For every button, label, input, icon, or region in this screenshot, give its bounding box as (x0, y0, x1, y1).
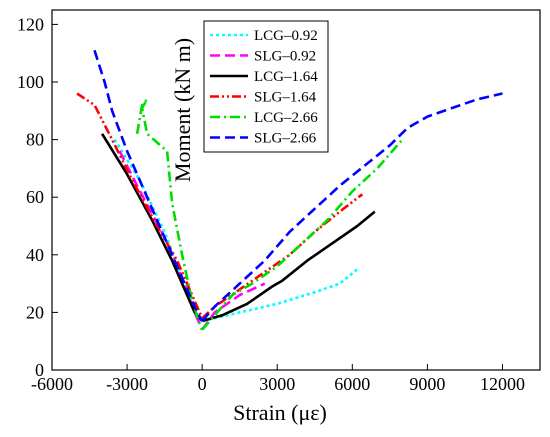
y-tick-label: 100 (17, 72, 44, 92)
series-line (201, 282, 266, 331)
plot-frame (51, 9, 541, 371)
legend-box (203, 20, 329, 153)
y-tick-label: 60 (26, 187, 44, 207)
x-tick-label: 0 (198, 374, 207, 394)
y-tick-label: 120 (17, 14, 44, 34)
y-tick-label: 40 (26, 245, 44, 265)
series-line (201, 193, 364, 320)
x-tick-label: 12000 (480, 374, 525, 394)
x-tick-label: -6000 (31, 374, 73, 394)
legend-label: SLG–2.66 (254, 131, 317, 147)
series-line (201, 210, 376, 323)
x-tick-label: 6000 (334, 374, 370, 394)
series-slg-2.66 (93, 49, 503, 322)
y-axis-title: Moment (kN m) (170, 38, 195, 182)
y-tick-label: 80 (26, 130, 44, 150)
y-tick-label: 20 (26, 302, 44, 322)
x-axis-title: Strain (με) (233, 400, 327, 425)
legend-label: SLG–0.92 (254, 49, 316, 65)
legend-label: LCG–2.66 (254, 110, 318, 126)
x-tick-label: 9000 (409, 374, 445, 394)
legend-label: LCG–0.92 (254, 28, 318, 44)
legend: LCG–0.92 SLG–0.92 LCG–1.64 SLG–1.64 LCG–2.66… (203, 20, 329, 153)
x-tick-label: 3000 (259, 374, 295, 394)
series-line (201, 138, 404, 331)
plot-area (51, 9, 541, 371)
series-line (76, 92, 204, 319)
series-lcg-1.64 (100, 133, 376, 323)
y-tick-label: 0 (35, 360, 44, 380)
series-line (93, 49, 204, 322)
axes: -6000 -3000 0 3000 6000 9000 12000 0 20 40 60 80 100… (17, 14, 525, 394)
series-layer (76, 49, 503, 331)
x-tick-label: -3000 (106, 374, 148, 394)
legend-label: SLG–1.64 (254, 90, 317, 106)
legend-label: LCG–1.64 (254, 69, 318, 85)
